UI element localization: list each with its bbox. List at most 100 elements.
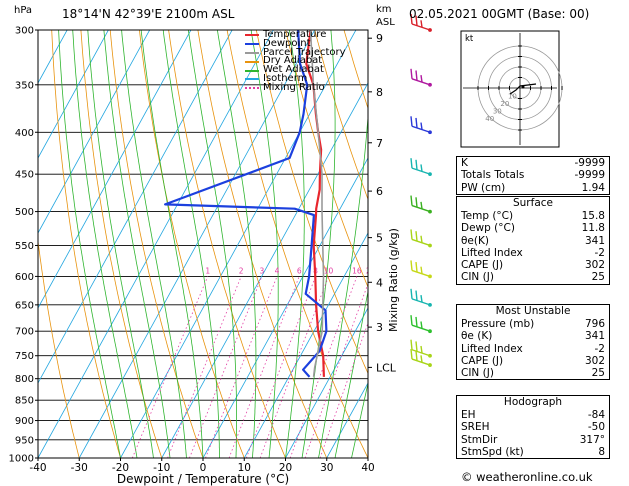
- index-row: PW (cm) 1.94: [457, 182, 609, 194]
- plot-frame: [37, 29, 369, 459]
- temperature-tick-label: 30: [320, 462, 333, 474]
- index-value: -9999: [574, 157, 605, 169]
- wet-adiabat-line: [285, 30, 305, 458]
- temperature-tick-label: 40: [361, 462, 374, 474]
- pressure-tick-label: 350: [15, 80, 34, 91]
- surface-label: CIN (J): [461, 271, 494, 284]
- most-unstable-value: 341: [584, 330, 605, 343]
- mixing-ratio-label: 6: [297, 266, 302, 275]
- mixing-ratio-label: 16: [352, 266, 362, 275]
- wind-barb: [410, 315, 432, 334]
- dry-adiabat-line: [80, 30, 163, 458]
- legend-label: Temperature: [263, 29, 327, 40]
- legend-label: Isotherm: [263, 72, 308, 84]
- wet-adiabat-line: [187, 30, 237, 458]
- index-label: Totals Totals: [461, 169, 525, 182]
- wet-adiabat-line: [162, 30, 220, 458]
- legend-swatch: [245, 69, 259, 72]
- most-unstable-label: CIN (J): [461, 367, 494, 380]
- wind-barb-base: [428, 243, 432, 248]
- legend-swatch: [245, 87, 259, 90]
- height-tick-label: LCL: [376, 361, 397, 374]
- wet-adiabat-line: [140, 30, 204, 458]
- height-tick-label: 5: [376, 232, 383, 245]
- wind-barb-flags: [410, 13, 423, 28]
- pressure-tick-label: 400: [15, 128, 34, 139]
- wind-barb-shaft: [411, 269, 431, 278]
- wind-barb: [410, 349, 432, 367]
- surface-label: Temp (°C): [461, 210, 514, 222]
- wind-barb-base: [428, 172, 432, 177]
- temperature-tick-label: 10: [238, 462, 251, 474]
- pressure-tick-label: 700: [15, 327, 34, 338]
- temperature-tick-label: -10: [153, 462, 170, 474]
- index-row: Totals Totals -9999: [457, 169, 609, 181]
- wind-barb-shaft: [411, 238, 431, 247]
- wind-barb-base: [428, 82, 432, 87]
- wind-barb-shaft: [411, 324, 431, 332]
- isotherm-line: [243, 232, 368, 458]
- mixing-ratio-line: [228, 276, 300, 458]
- surface-value: 302: [584, 259, 605, 272]
- wind-barb-shaft: [411, 125, 431, 133]
- wind-barb-base: [428, 274, 432, 279]
- wind-barb: [410, 229, 432, 248]
- mixing-ratio-line: [304, 282, 368, 458]
- wind-barb-flags: [410, 288, 423, 303]
- surface-label: CAPE (J): [461, 259, 504, 272]
- wind-barb-flags: [410, 195, 423, 209]
- isotherm-line: [78, 30, 316, 458]
- mixing-ratio-label: 1: [205, 266, 210, 275]
- wind-barb-flags: [410, 116, 423, 130]
- wet-adiabat-line: [334, 289, 368, 458]
- hodograph-trace: [509, 83, 537, 95]
- legend-label: Wet Adiabat: [263, 64, 324, 76]
- hodograph-label: EH: [461, 409, 476, 421]
- plot-area: 1 2 3 4 6 8 10 16 20 25: [38, 30, 368, 458]
- dewpoint-profile: [164, 30, 328, 378]
- hodograph-label: StmSpd (kt): [461, 445, 524, 458]
- mixing-ratio-line: [205, 276, 278, 458]
- isotherm-line: [161, 82, 368, 458]
- dry-adiabat-line: [226, 30, 368, 458]
- wind-barb-base: [428, 209, 432, 214]
- wind-barb: [410, 195, 432, 214]
- legend-item: Dewpoint: [245, 38, 346, 49]
- mixing-ratio-label: 2: [239, 266, 244, 275]
- wind-barb: [410, 288, 432, 307]
- most-unstable-label: CAPE (J): [461, 354, 504, 367]
- hodograph-row: StmSpd (kt) 8: [457, 446, 609, 458]
- wind-barb-shaft: [411, 358, 431, 366]
- mixing-ratio-line: [167, 276, 242, 458]
- surface-row: Lifted Index -2: [457, 247, 609, 259]
- indices-hodograph: Hodograph EH -84 SREH -50 StmDir 317° StmSpd (…: [456, 395, 610, 460]
- most-unstable-value: 796: [584, 318, 605, 330]
- most-unstable-row: CIN (J) 25: [457, 367, 609, 379]
- height-unit-label-asl: ASL: [376, 17, 395, 28]
- temperature-tick-label: -20: [112, 462, 129, 474]
- dry-adiabat-line: [168, 30, 286, 458]
- wind-barb: [410, 158, 432, 177]
- pressure-tick-label: 950: [15, 435, 34, 446]
- index-label: K: [461, 157, 468, 169]
- wind-barb-flags: [410, 339, 423, 354]
- surface-value: -2: [594, 246, 605, 259]
- location-label: 18°14'N 42°39'E 2100m ASL: [62, 7, 235, 21]
- surface-value: 11.8: [581, 222, 605, 235]
- wind-barb-base: [428, 329, 432, 334]
- most-unstable-row: CAPE (J) 302: [457, 355, 609, 367]
- legend-label: Parcel Trajectory: [263, 46, 346, 58]
- dry-adiabat-line: [255, 30, 368, 375]
- hodograph-value: 8: [598, 445, 605, 458]
- surface-value: 341: [584, 234, 605, 247]
- surface-label: θe(K): [461, 234, 489, 247]
- wind-barb-base: [428, 363, 432, 367]
- hodograph-ring-label: 20: [500, 100, 509, 108]
- most-unstable-value: 25: [591, 367, 605, 380]
- temperature-tick-label: 20: [279, 462, 292, 474]
- wet-adiabat-line: [351, 381, 368, 458]
- hodograph-value: 317°: [579, 433, 605, 446]
- hodograph-unit-label: kt: [465, 34, 474, 44]
- pressure-unit-label: hPa: [14, 5, 33, 16]
- index-value: -9999: [574, 169, 605, 182]
